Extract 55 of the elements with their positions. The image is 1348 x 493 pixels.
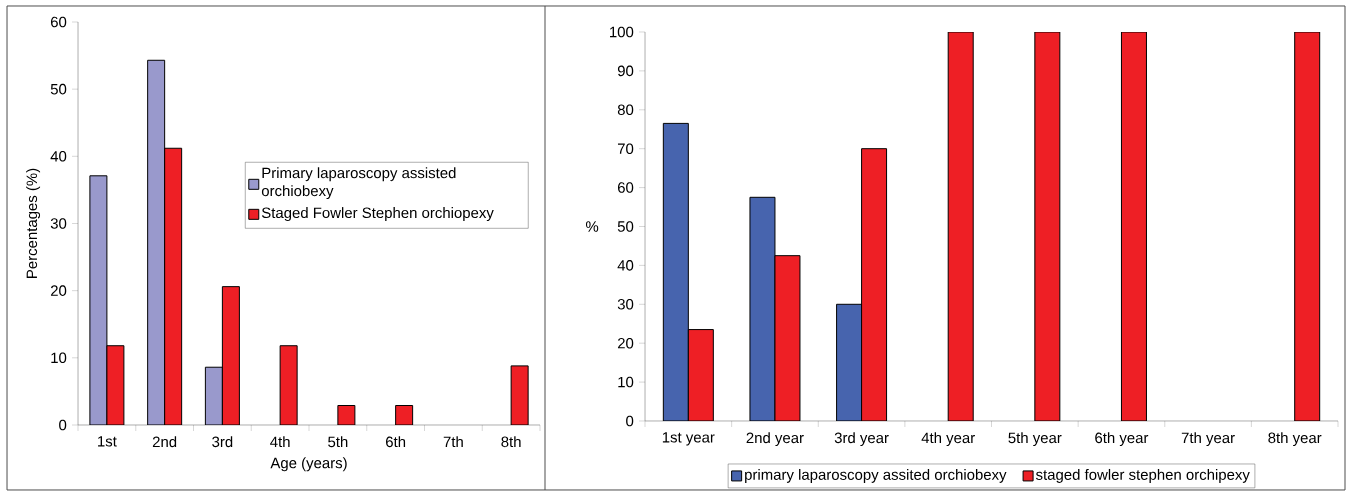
y-tick-label: 100 — [610, 26, 634, 38]
x-tick-label: 4th — [270, 436, 290, 448]
x-tick-label: 3rd — [212, 436, 233, 448]
y-tick-label: 20 — [50, 285, 67, 296]
bar — [164, 147, 183, 425]
x-tick-label: 6th year — [1095, 432, 1149, 447]
bar — [204, 366, 223, 425]
y-tick-label: 50 — [50, 83, 67, 95]
legend-label: primary laparoscopy assited orchiobexy — [745, 468, 1007, 483]
y-tick-label: 0 — [59, 419, 67, 431]
y-tick-label: 60 — [50, 16, 67, 28]
x-tick-label: 5th — [328, 436, 348, 448]
bar — [947, 31, 974, 421]
bar — [861, 148, 888, 421]
bar — [749, 196, 776, 421]
x-tick-label: 8th year — [1268, 432, 1322, 447]
y-tick-label: 40 — [50, 151, 67, 162]
y-tick-label: 70 — [617, 143, 634, 154]
x-tick-label: 7th year — [1181, 432, 1235, 447]
x-tick-label: 2nd — [152, 436, 177, 448]
y-axis-title: Percentages (%) — [26, 168, 41, 278]
x-tick-label: 6th — [386, 436, 406, 448]
x-tick-label: 5th year — [1008, 432, 1062, 447]
y-tick-label: 30 — [50, 218, 67, 229]
bar — [1120, 31, 1147, 421]
y-tick-label: 10 — [618, 376, 634, 388]
bar — [774, 255, 801, 421]
x-tick-label: 2nd year — [746, 432, 804, 447]
y-tick-label: 40 — [617, 260, 634, 271]
y-tick-label: 50 — [617, 221, 634, 232]
bar — [662, 122, 689, 421]
y-tick-label: 30 — [617, 298, 634, 310]
bar — [687, 329, 714, 421]
x-tick-label: 1st year — [662, 432, 715, 446]
legend-label: Staged Fowler Stephen orchiopexy — [261, 207, 494, 222]
legend-label: Primary laparoscopy assisted orchiobexy — [261, 167, 456, 200]
x-tick-label: 8th — [501, 436, 521, 448]
x-tick-label: 3rd year — [834, 432, 889, 447]
legend-label: staged fowler stephen orchipexy — [1036, 468, 1250, 483]
bar — [836, 303, 863, 421]
y-tick-label: 10 — [51, 352, 67, 364]
y-tick-label: 80 — [617, 104, 634, 116]
x-tick-label: 4th year — [921, 432, 975, 447]
bar — [1034, 31, 1061, 421]
bar — [147, 59, 166, 425]
x-axis-title: Age (years) — [270, 457, 347, 472]
y-tick-label: 0 — [626, 415, 634, 427]
y-tick-label: 20 — [617, 337, 634, 349]
y-tick-label: 60 — [617, 182, 634, 193]
bar — [221, 286, 240, 425]
x-tick-label: 7th — [443, 436, 463, 448]
x-tick-label: 1st — [98, 436, 117, 447]
bar — [1294, 31, 1321, 421]
y-tick-label: 90 — [617, 65, 634, 77]
y-axis-title: % — [585, 221, 599, 232]
